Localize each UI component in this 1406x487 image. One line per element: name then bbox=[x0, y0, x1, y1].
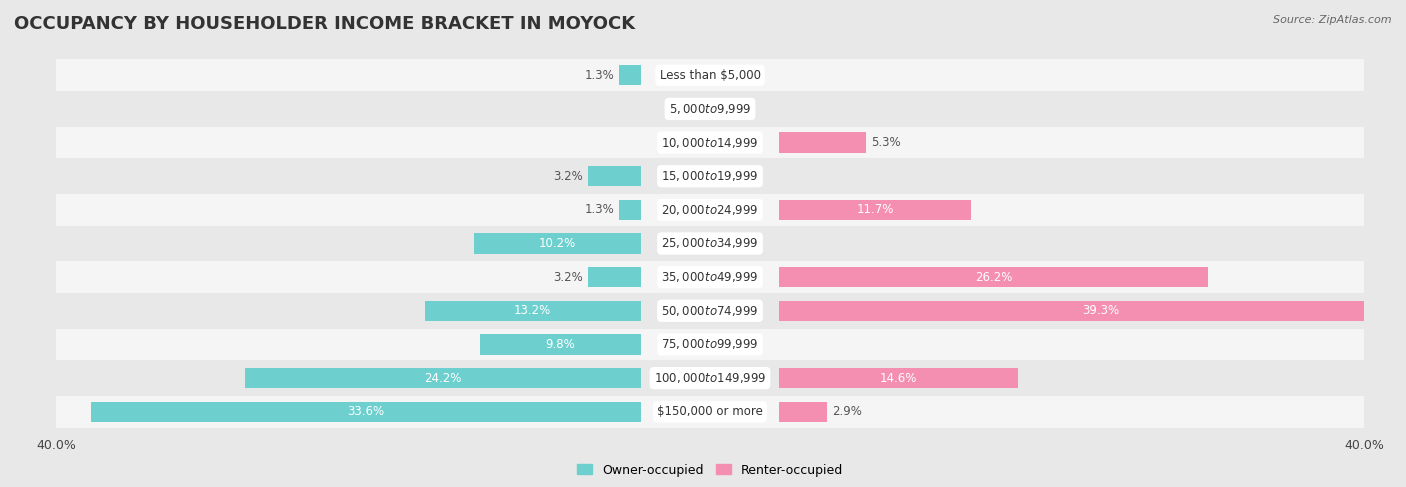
Bar bbox=[481, 335, 641, 355]
Text: 1.3%: 1.3% bbox=[585, 204, 614, 216]
Text: OCCUPANCY BY HOUSEHOLDER INCOME BRACKET IN MOYOCK: OCCUPANCY BY HOUSEHOLDER INCOME BRACKET … bbox=[14, 15, 636, 33]
Bar bbox=[56, 159, 1364, 193]
Text: 3.2%: 3.2% bbox=[554, 169, 583, 183]
Bar bbox=[779, 402, 827, 422]
Bar bbox=[779, 368, 1018, 388]
Text: 39.3%: 39.3% bbox=[1083, 304, 1119, 318]
Text: $100,000 to $149,999: $100,000 to $149,999 bbox=[654, 371, 766, 385]
Bar bbox=[474, 233, 641, 254]
Legend: Owner-occupied, Renter-occupied: Owner-occupied, Renter-occupied bbox=[572, 459, 848, 482]
Bar bbox=[56, 261, 1364, 294]
Text: $50,000 to $74,999: $50,000 to $74,999 bbox=[661, 304, 759, 318]
Text: 1.3%: 1.3% bbox=[585, 69, 614, 82]
Text: 3.2%: 3.2% bbox=[554, 271, 583, 283]
Bar bbox=[588, 267, 641, 287]
Text: 26.2%: 26.2% bbox=[974, 271, 1012, 283]
Bar bbox=[588, 166, 641, 187]
Text: $75,000 to $99,999: $75,000 to $99,999 bbox=[661, 337, 759, 352]
Text: $15,000 to $19,999: $15,000 to $19,999 bbox=[661, 169, 759, 183]
Text: 2.9%: 2.9% bbox=[832, 405, 862, 418]
Bar bbox=[56, 328, 1364, 361]
Text: 9.8%: 9.8% bbox=[546, 338, 575, 351]
Text: Less than $5,000: Less than $5,000 bbox=[659, 69, 761, 82]
Text: 14.6%: 14.6% bbox=[880, 372, 918, 385]
Text: 11.7%: 11.7% bbox=[856, 204, 894, 216]
Bar bbox=[779, 267, 1208, 287]
Bar bbox=[619, 200, 641, 220]
Bar bbox=[425, 300, 641, 321]
Text: $5,000 to $9,999: $5,000 to $9,999 bbox=[669, 102, 751, 116]
Text: $25,000 to $34,999: $25,000 to $34,999 bbox=[661, 237, 759, 250]
Bar bbox=[779, 200, 970, 220]
Bar bbox=[245, 368, 641, 388]
Text: $35,000 to $49,999: $35,000 to $49,999 bbox=[661, 270, 759, 284]
Text: 13.2%: 13.2% bbox=[515, 304, 551, 318]
Bar bbox=[56, 58, 1364, 92]
Text: 33.6%: 33.6% bbox=[347, 405, 384, 418]
Bar bbox=[56, 92, 1364, 126]
Bar bbox=[56, 226, 1364, 261]
Bar bbox=[91, 402, 641, 422]
Bar bbox=[56, 361, 1364, 395]
Text: 24.2%: 24.2% bbox=[425, 372, 461, 385]
Text: Source: ZipAtlas.com: Source: ZipAtlas.com bbox=[1274, 15, 1392, 25]
Bar bbox=[779, 132, 866, 152]
Bar bbox=[56, 294, 1364, 328]
Text: 5.3%: 5.3% bbox=[872, 136, 901, 149]
Bar bbox=[619, 65, 641, 85]
Bar bbox=[779, 300, 1406, 321]
Text: $20,000 to $24,999: $20,000 to $24,999 bbox=[661, 203, 759, 217]
Bar bbox=[56, 193, 1364, 226]
Text: $10,000 to $14,999: $10,000 to $14,999 bbox=[661, 135, 759, 150]
Text: 10.2%: 10.2% bbox=[538, 237, 576, 250]
Bar bbox=[56, 395, 1364, 429]
Text: $150,000 or more: $150,000 or more bbox=[657, 405, 763, 418]
Bar bbox=[56, 126, 1364, 159]
